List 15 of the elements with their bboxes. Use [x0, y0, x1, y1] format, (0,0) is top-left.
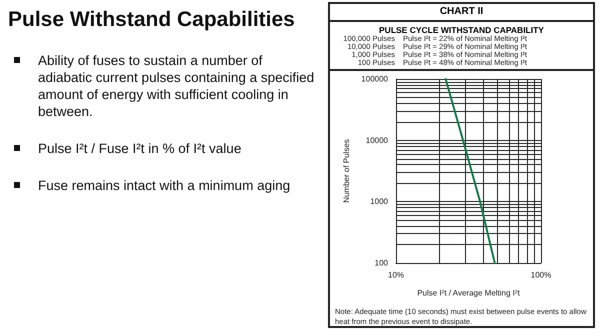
x-axis-title: Pulse I²t / Average Melting I²t [417, 288, 521, 298]
text: Pulse I²t / Fuse I²t in % of I²t value [38, 141, 242, 156]
text: Fuse remains intact with a minimum aging [38, 178, 290, 193]
y-tick-label: 10000 [366, 136, 389, 145]
line-series [444, 78, 496, 264]
text: PULSE CYCLE WITHSTAND CAPABILITY [378, 25, 545, 35]
chart-subtitle: CHART II [330, 4, 593, 22]
y-tick-label: 1000 [370, 197, 389, 206]
x-tick-label: 10% [388, 270, 404, 280]
text: Ability of fuses to sustain a number of adiabatic current pulses containing a specified amount of energy with sufficient cooling in between. [38, 53, 314, 119]
y-tick-label: 100000 [361, 74, 389, 84]
y-axis-title: Number of Pulses [342, 139, 351, 203]
text: Pulse Withstand Capabilities [8, 8, 295, 32]
x-tick-label: 100% [530, 270, 552, 280]
y-tick-label: 100 [374, 258, 389, 268]
